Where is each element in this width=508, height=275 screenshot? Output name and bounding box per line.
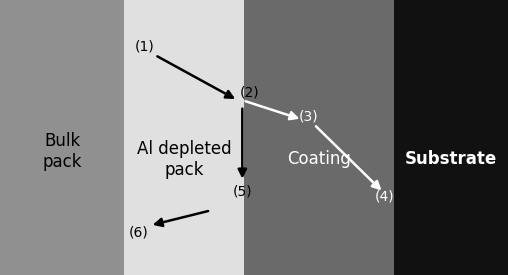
- Text: (1): (1): [135, 40, 154, 54]
- Text: Al depleted
pack: Al depleted pack: [137, 140, 232, 179]
- Text: (3): (3): [299, 110, 318, 124]
- Text: (6): (6): [129, 226, 148, 239]
- Text: Substrate: Substrate: [405, 150, 497, 169]
- Bar: [394, 0, 508, 275]
- Bar: [124, 0, 244, 275]
- Text: Bulk
pack: Bulk pack: [43, 132, 82, 171]
- Text: Coating: Coating: [287, 150, 351, 169]
- Bar: [244, 0, 394, 275]
- Text: (4): (4): [375, 190, 394, 203]
- Bar: [0, 0, 124, 275]
- Text: (5): (5): [233, 184, 252, 198]
- Text: (2): (2): [240, 85, 260, 99]
